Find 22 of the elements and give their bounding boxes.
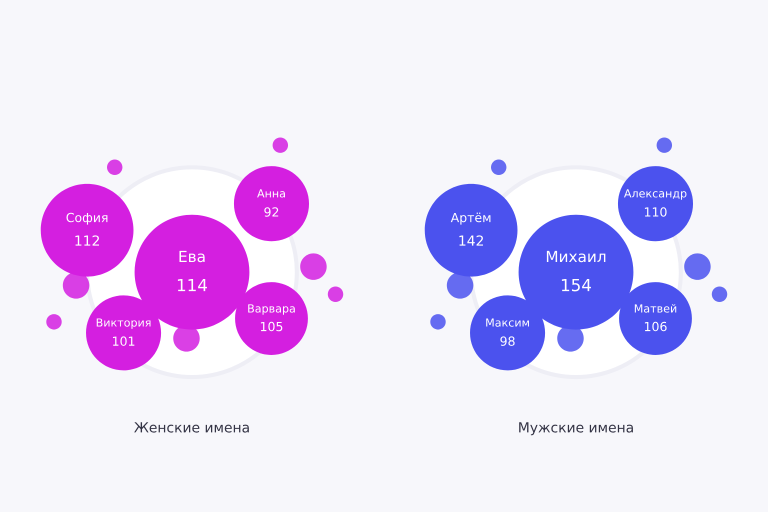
- category-label: Максим: [486, 318, 529, 327]
- data-label: 105: [260, 322, 282, 332]
- data-label: 112: [75, 235, 99, 246]
- category-label: Анна: [257, 189, 285, 198]
- category-label: Матвей: [634, 304, 676, 313]
- data-label: 142: [459, 235, 483, 246]
- text: Женские имена: [134, 422, 249, 433]
- data-label: 98: [500, 336, 515, 346]
- data-label: 92: [264, 207, 278, 217]
- category-label: Виктория: [96, 318, 150, 329]
- data-label: 106: [644, 322, 667, 332]
- category-label: Артём: [450, 212, 490, 225]
- data-label: 114: [178, 278, 207, 292]
- data-label: 101: [112, 336, 134, 346]
- category-label: София: [66, 212, 108, 225]
- category-label: Варвара: [248, 304, 295, 315]
- text: Мужские имена: [519, 422, 633, 436]
- data-label: 110: [644, 207, 667, 217]
- category-label: Михаил: [546, 250, 606, 262]
- data-label: 154: [562, 278, 591, 292]
- category-label: Ева: [179, 250, 205, 262]
- category-label: Александр: [624, 189, 686, 200]
